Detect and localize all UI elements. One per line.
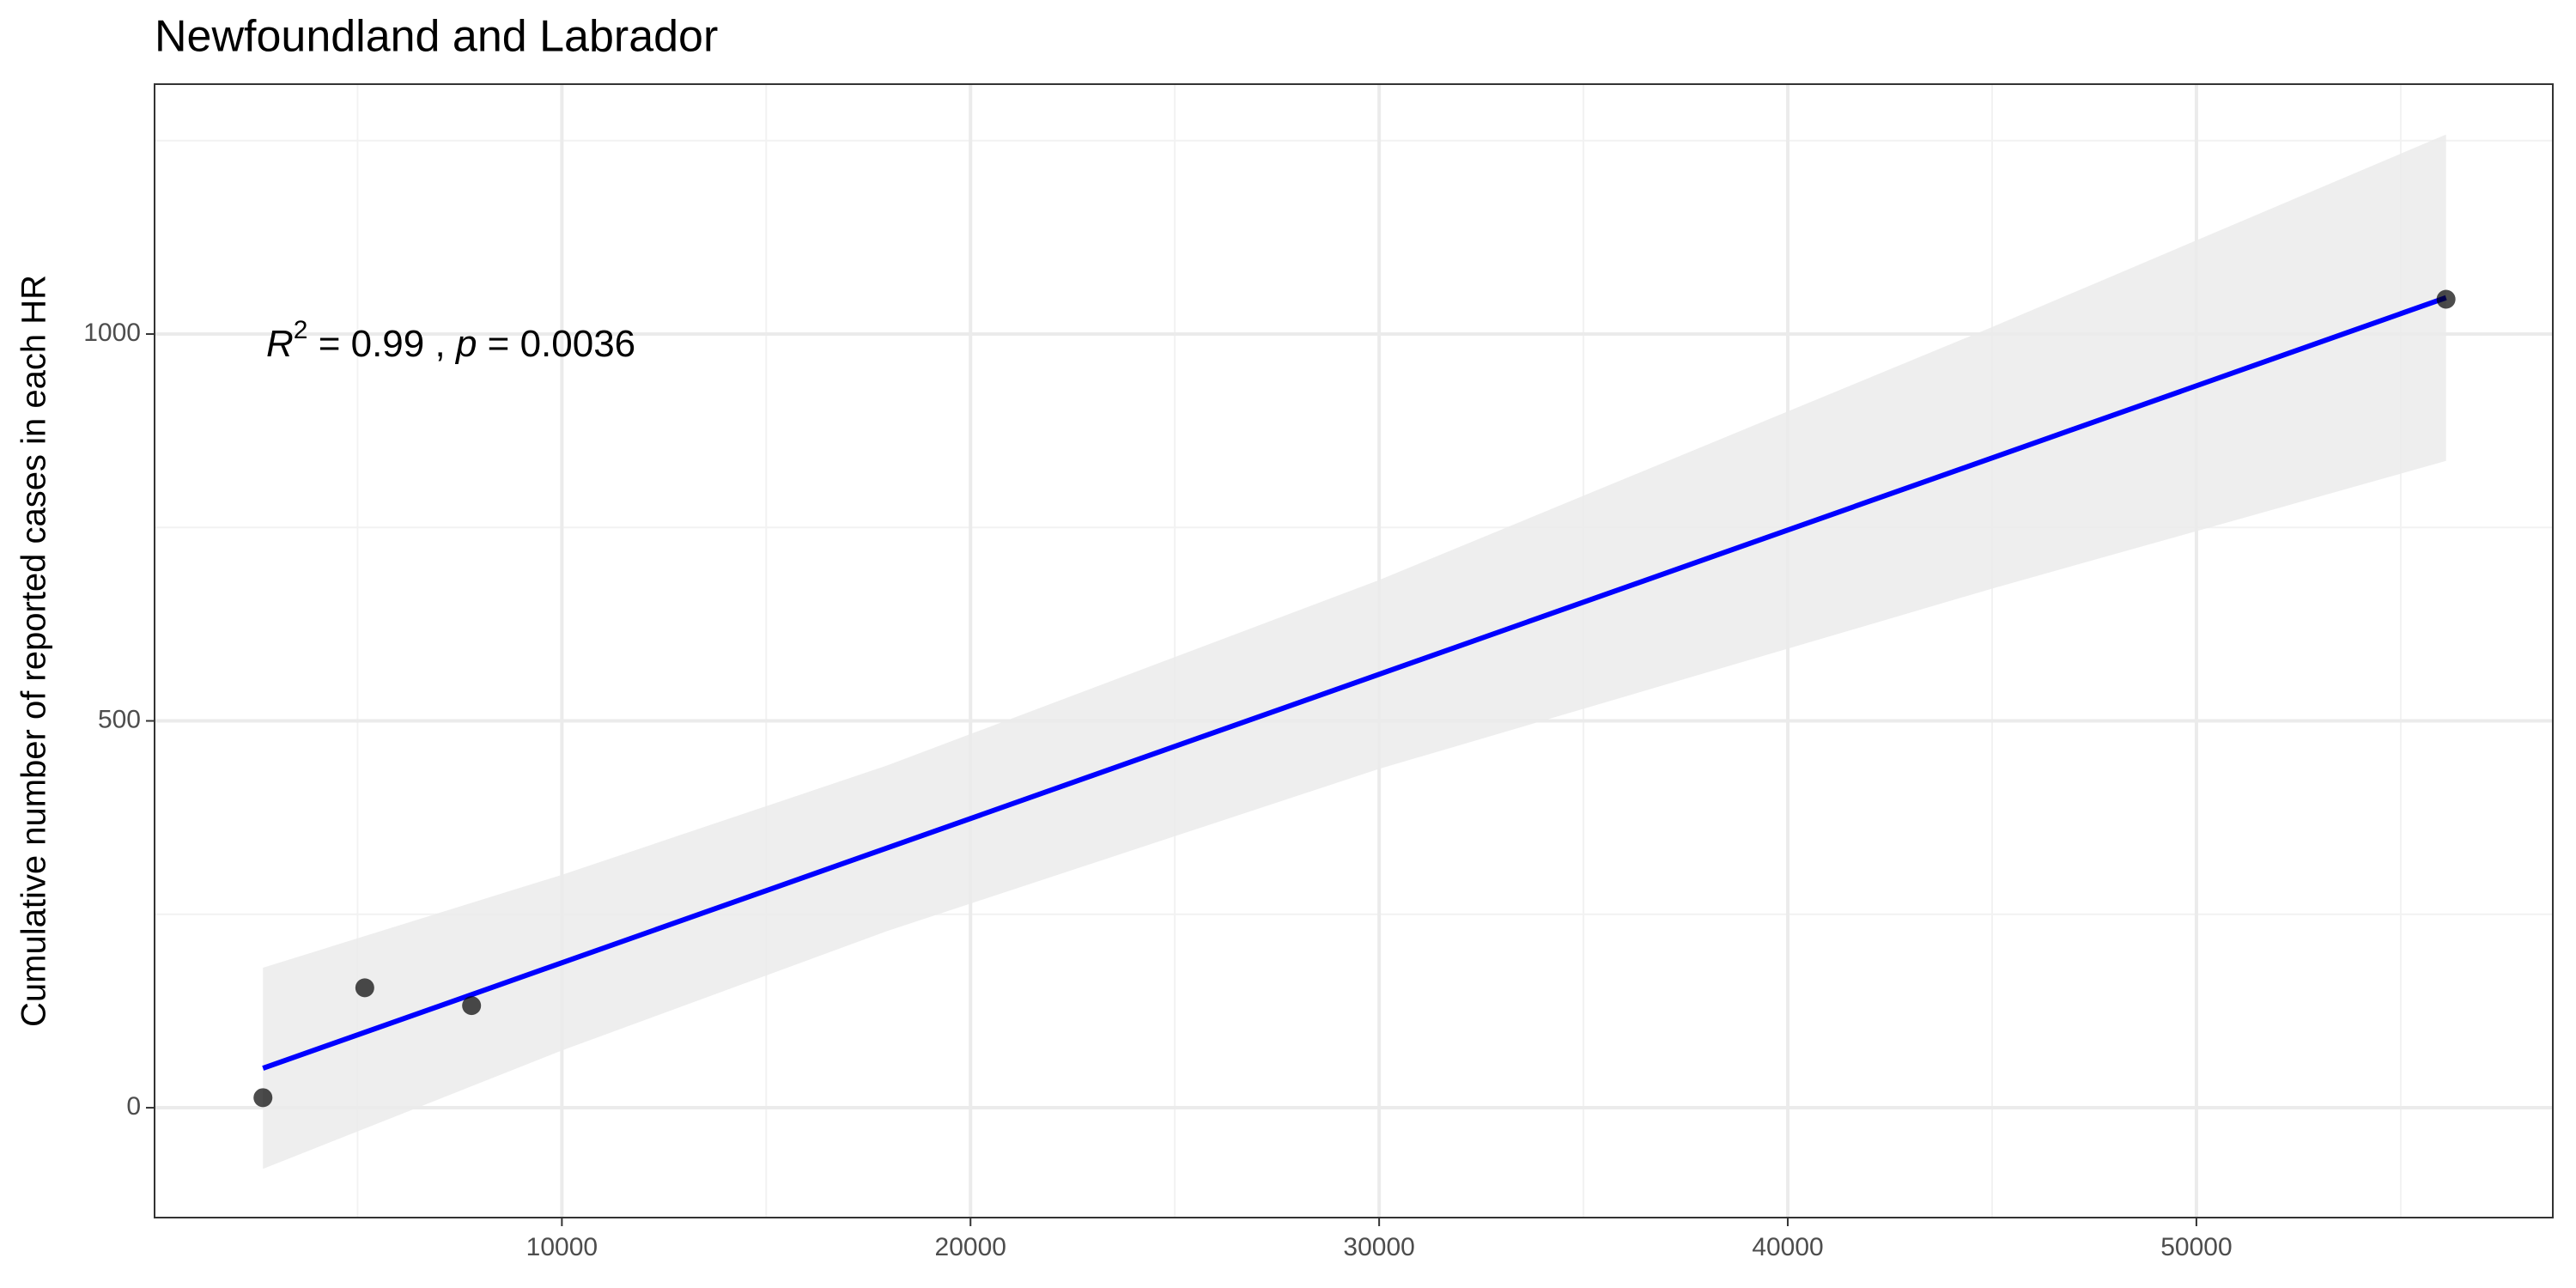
fit-line bbox=[262, 295, 2447, 1071]
x-tick-label: 10000 bbox=[526, 1233, 598, 1261]
y-tick-label: 1000 bbox=[83, 319, 141, 347]
annotation-part: = 0.0036 bbox=[477, 323, 635, 365]
point bbox=[253, 1088, 273, 1108]
x-tick-label: 50000 bbox=[2160, 1233, 2232, 1261]
chart-title: Newfoundland and Labrador bbox=[155, 12, 718, 62]
x-tick-label: 40000 bbox=[1752, 1233, 1823, 1261]
point bbox=[462, 996, 482, 1016]
annotation-part: 2 bbox=[294, 316, 308, 344]
y-tick-label: 500 bbox=[98, 705, 141, 733]
annotation-part: = 0.99 , bbox=[307, 323, 455, 365]
x-tick-label: 30000 bbox=[1343, 1233, 1414, 1261]
annotation: R2 = 0.99 , p = 0.0036 bbox=[266, 316, 635, 364]
panel-border bbox=[154, 83, 2554, 1218]
y-tick-label: 0 bbox=[126, 1092, 141, 1121]
point bbox=[355, 978, 374, 998]
y-axis-label: Cumulative number of reported cases in e… bbox=[15, 275, 53, 1027]
x-tick-label: 20000 bbox=[935, 1233, 1006, 1261]
annotation-part: R bbox=[266, 323, 294, 365]
point bbox=[2436, 289, 2456, 309]
annotation-part: p bbox=[454, 323, 477, 365]
confidence-band bbox=[263, 134, 2446, 1170]
